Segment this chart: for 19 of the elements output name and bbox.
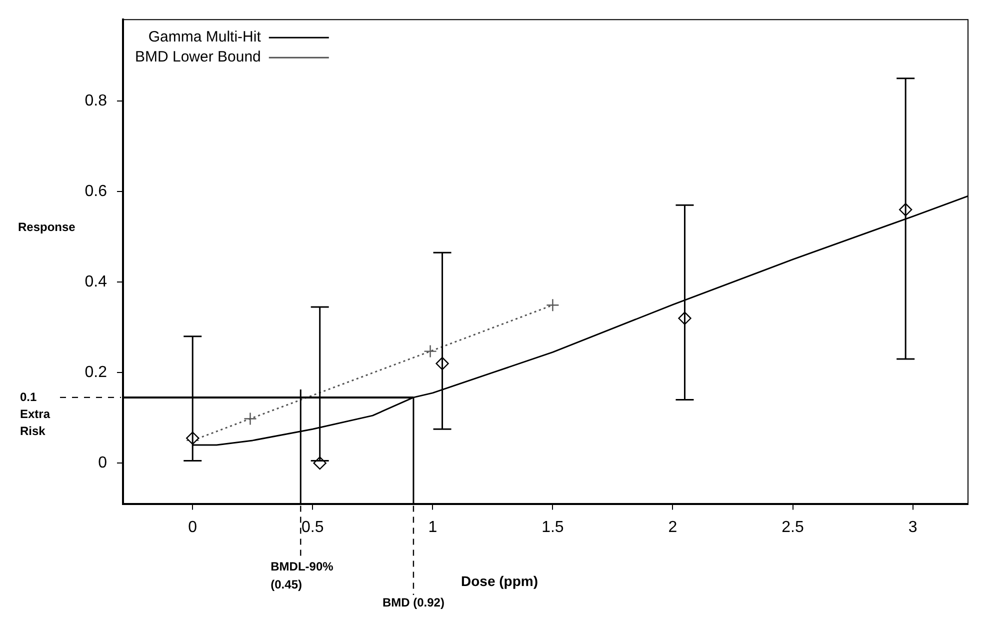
y-axis-title: Response — [18, 220, 76, 234]
x-tick-label: 2.5 — [782, 518, 804, 536]
x-tick-label: 0.5 — [302, 518, 324, 536]
x-tick-label: 0 — [188, 518, 198, 536]
y-tick-label: 0.8 — [84, 92, 108, 110]
y-tick-label: 0.6 — [84, 182, 108, 200]
x-tick-label: 2 — [668, 518, 678, 536]
x-tick-label: 3 — [908, 518, 918, 536]
ref-line-label: 0.1 Extra Risk — [20, 390, 50, 438]
ref-line-label: BMD (0.92) — [382, 595, 444, 610]
ref-line-label: BMDL-90% (0.45) — [270, 559, 334, 592]
y-tick-label: 0 — [98, 454, 108, 472]
x-tick-label: 1.5 — [542, 518, 564, 536]
x-tick-label: 1 — [428, 518, 438, 536]
legend-label: Gamma Multi-Hit — [148, 28, 262, 46]
y-tick-label: 0.4 — [84, 273, 108, 290]
legend-label: BMD Lower Bound — [134, 48, 261, 66]
x-axis-title: Dose (ppm) — [461, 572, 538, 589]
y-tick-label: 0.2 — [84, 364, 108, 381]
